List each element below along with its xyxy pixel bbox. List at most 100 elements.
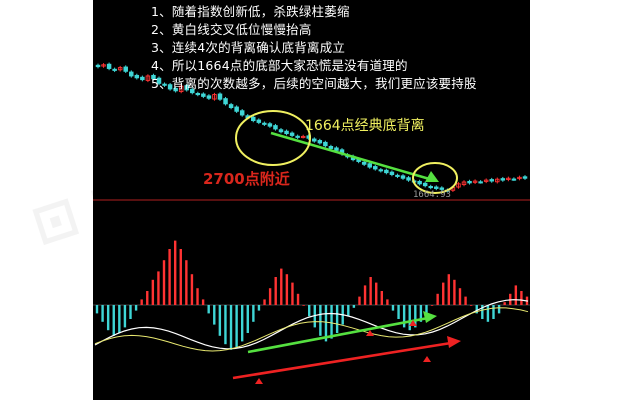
candle-body [206, 95, 212, 99]
macd-histogram-bar [229, 305, 233, 350]
up-marker-icon [423, 356, 431, 362]
macd-histogram-bar [268, 288, 272, 305]
macd-histogram-bar [497, 305, 501, 314]
candle-body [201, 93, 206, 97]
macd-dif-line [94, 299, 529, 350]
macd-histogram-bar [224, 305, 227, 345]
candle-body [467, 180, 472, 184]
macd-histogram-bar [358, 296, 361, 305]
note-2: 2、黄白线交叉低位慢慢抬高 [151, 22, 312, 37]
candle-body [173, 87, 178, 92]
macd-histogram-bar [397, 305, 400, 319]
candle-body [389, 171, 395, 175]
macd-histogram-bar [375, 282, 378, 305]
candle-body [195, 92, 201, 96]
note-4: 4、所以1664点的底部大家恐慌是没有道理的 [151, 58, 408, 73]
macd-histogram-bar [296, 293, 300, 305]
macd-histogram-bar [118, 305, 121, 333]
macd-histogram-bar [95, 305, 99, 314]
macd-histogram-bar [464, 296, 467, 305]
macd-red-arrowhead [447, 336, 461, 348]
candle-body [134, 74, 140, 79]
candle-body [328, 146, 334, 149]
macd-histogram-bar [486, 305, 490, 322]
candle-body [190, 88, 195, 94]
macd-histogram-bar [430, 305, 434, 306]
candle-body [395, 174, 400, 177]
candle-body [506, 177, 511, 181]
macd-histogram-bar [447, 274, 451, 305]
candle-body [167, 84, 173, 90]
macd-histogram-bar [129, 305, 132, 319]
candle-body [511, 178, 517, 181]
macd-histogram-bar [173, 240, 177, 305]
candle-body [300, 135, 306, 139]
macd-histogram-bar [313, 305, 316, 328]
macd-histogram-bar [436, 293, 439, 305]
macd-divergence-arrowhead [423, 311, 437, 323]
candle-body [367, 163, 372, 168]
macd-histogram-bar [503, 302, 506, 305]
candle-body [334, 147, 339, 151]
candle-body [123, 66, 128, 72]
note-3: 3、连续4次的背离确认底背离成立 [151, 40, 346, 55]
macd-histogram-bar [240, 305, 244, 342]
candle-body [178, 85, 184, 93]
candle-body [156, 77, 162, 84]
candle-body [472, 180, 478, 183]
circle-highlight-left [235, 110, 311, 166]
macd-histogram-bar [335, 305, 339, 333]
macd-histogram-bar [308, 305, 311, 317]
macd-histogram-bar [469, 305, 473, 306]
candle-body [406, 177, 411, 181]
candle-body [234, 106, 239, 112]
macd-histogram-bar [134, 305, 138, 311]
candle-body [323, 141, 328, 147]
macd-histogram-bar [123, 305, 127, 328]
macd-histogram-bar [458, 288, 462, 305]
macd-histogram-bar [207, 305, 210, 314]
macd-histogram-bar [324, 305, 328, 342]
macd-histogram-bar [402, 305, 406, 328]
macd-histogram-bar [106, 305, 110, 331]
macd-histogram-bar [151, 279, 155, 305]
macd-histogram-bar [386, 299, 389, 305]
candle-body [267, 123, 273, 127]
macd-histogram-bar [235, 305, 238, 347]
candle-body [378, 169, 384, 172]
candle-body [251, 116, 256, 122]
macd-histogram-bar [196, 288, 199, 305]
note-5: 5、背离的次数越多，后续的空间越大，我们更应该要持股 [151, 76, 477, 91]
candle-body [478, 181, 483, 184]
candle-body [489, 179, 494, 182]
up-marker-icon [366, 330, 374, 336]
candle-body [295, 135, 300, 138]
macd-histogram-bar [291, 282, 294, 305]
macd-histogram-bar [514, 285, 518, 305]
macd-histogram-bar [475, 305, 478, 314]
candle-body [184, 85, 189, 91]
macd-histogram-bar [213, 305, 216, 325]
candle-body [95, 64, 101, 68]
candle-body [461, 181, 467, 186]
macd-histogram-bar [414, 305, 417, 328]
macd-histogram-bar [425, 305, 428, 314]
macd-histogram-bar [162, 260, 166, 305]
macd-histogram-bar [252, 305, 255, 322]
support-label: 2700点附近 [203, 170, 290, 188]
price-divergence-arrowhead [425, 171, 439, 182]
candle-body [317, 140, 323, 144]
macd-red-arrow [232, 341, 452, 380]
candle-body [500, 178, 506, 181]
macd-histogram-bar [190, 274, 194, 305]
candle-body [223, 98, 228, 105]
candle-body [217, 93, 223, 100]
divergence-label: 1664点经典底背离 [305, 117, 425, 134]
candle-body [106, 63, 112, 69]
macd-histogram-bar [179, 249, 182, 305]
macd-histogram-bar [363, 285, 367, 305]
macd-histogram-bar [146, 291, 149, 305]
macd-histogram-bar [218, 305, 222, 336]
candle-body [422, 182, 428, 187]
chart-canvas: 1664点经典底背离 2700点附近 1664.93 [93, 62, 530, 384]
